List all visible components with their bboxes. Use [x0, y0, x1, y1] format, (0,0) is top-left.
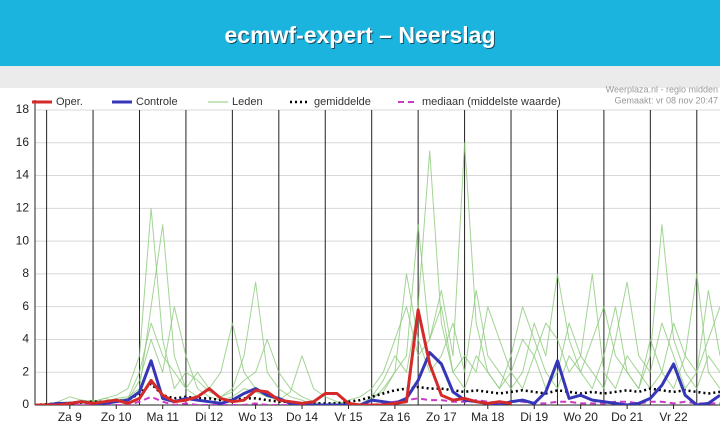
x-tick-label: Do 21 [611, 410, 643, 424]
y-tick-label: 18 [16, 102, 30, 116]
y-tick-label: 2 [22, 364, 29, 378]
legend-label: Leden [232, 96, 263, 108]
legend-label: mediaan (middelste waarde) [422, 96, 561, 108]
x-tick-label: Wo 20 [563, 410, 598, 424]
chart-title: ecmwf-expert – Neerslag [224, 22, 495, 48]
x-tick-label: Za 16 [380, 410, 411, 424]
member-line [35, 142, 720, 405]
y-tick-label: 14 [16, 168, 30, 182]
x-tick-label: Ma 11 [146, 410, 179, 424]
made-note: Gemaakt: vr 08 nov 20:47 [614, 95, 718, 105]
member-line [35, 150, 720, 405]
series-line [35, 351, 720, 405]
x-tick-label: Di 19 [520, 410, 548, 424]
legend-label: gemiddelde [314, 96, 371, 108]
x-tick-label: Zo 17 [426, 410, 457, 424]
y-tick-label: 12 [16, 201, 30, 215]
x-tick-label: Ma 18 [471, 410, 505, 424]
series-line [35, 382, 720, 405]
header-strip [0, 66, 720, 88]
y-tick-label: 0 [22, 397, 29, 411]
title-shadow: ecmwf-expert – Neerslag [225, 23, 496, 49]
x-tick-label: Do 14 [286, 410, 318, 424]
y-tick-label: 4 [22, 332, 29, 346]
x-tick-label: Vr 15 [334, 410, 363, 424]
y-tick-label: 10 [16, 233, 30, 247]
y-tick-label: 6 [22, 299, 29, 313]
y-tick-label: 8 [22, 266, 29, 280]
header-bar [0, 0, 720, 66]
legend-label: Oper. [56, 96, 83, 108]
series-line [35, 308, 512, 405]
source-note: Weerplaza.nl - regio midden [606, 84, 718, 94]
x-tick-label: Wo 13 [238, 410, 273, 424]
legend-label: Controle [136, 96, 178, 108]
x-tick-label: Vr 22 [659, 410, 688, 424]
x-tick-label: Zo 10 [101, 410, 132, 424]
y-tick-label: 16 [16, 135, 30, 149]
x-tick-label: Di 12 [195, 410, 223, 424]
x-tick-label: Za 9 [58, 410, 82, 424]
